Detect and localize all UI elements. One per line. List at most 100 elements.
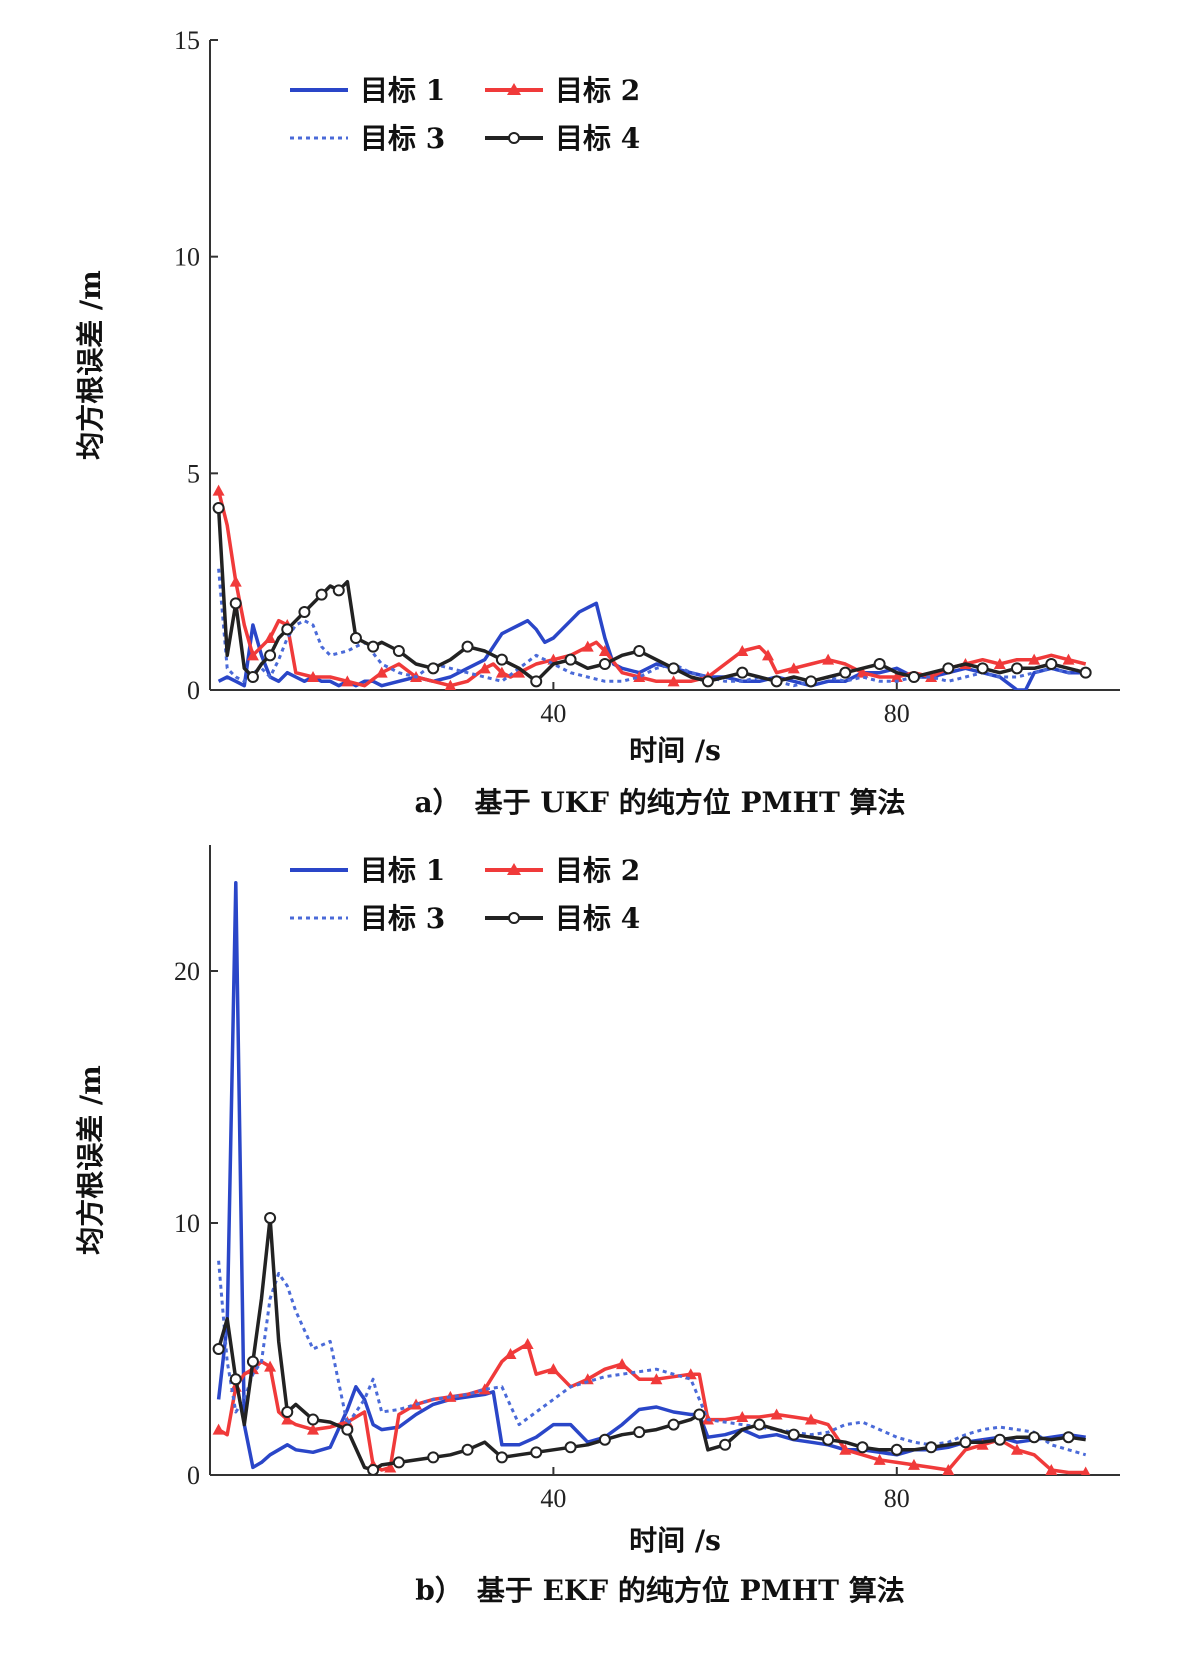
series-point-4: [212, 1343, 225, 1355]
series-point-2: [822, 653, 835, 665]
x-tick-label: 40: [540, 699, 566, 728]
legend-label-1: 目标 1: [360, 74, 445, 107]
series-point-4: [427, 1451, 440, 1464]
series-point-2: [384, 1461, 397, 1473]
series-point-4: [787, 1428, 800, 1441]
series-point-4: [341, 1423, 354, 1436]
series-point-2: [1062, 653, 1075, 665]
series-line-3: [217, 568, 1087, 688]
series-point-4: [804, 675, 817, 688]
series-point-4: [281, 1406, 294, 1418]
series-point-4: [873, 658, 886, 670]
series-point-2: [504, 1348, 517, 1360]
series-point-2: [736, 1411, 749, 1423]
series-point-2: [264, 632, 277, 643]
series-point-4: [264, 649, 277, 662]
series-point-2: [942, 1463, 955, 1475]
series-point-2: [787, 662, 800, 674]
series-point-2: [856, 666, 869, 678]
y-tick-label: 20: [174, 957, 200, 986]
chart-caption: a） 基于 UKF 的纯方位 PMHT 算法: [414, 786, 905, 819]
series-point-2: [762, 649, 775, 661]
series-point-2: [212, 484, 225, 496]
series-point-4: [367, 640, 380, 653]
series-point-4: [856, 1441, 869, 1454]
series-point-4: [212, 502, 225, 514]
legend-label-1: 目标 1: [360, 854, 445, 887]
series-point-2: [341, 675, 354, 687]
series-point-2: [650, 1373, 663, 1385]
series-point-4: [495, 653, 508, 666]
series-point-2: [1010, 1443, 1023, 1455]
series-point-4: [839, 666, 852, 679]
series-point-2: [667, 675, 680, 687]
series-point-4: [667, 1418, 680, 1431]
legend-label-3: 目标 3: [360, 122, 445, 155]
series-point-4: [392, 1456, 405, 1469]
series-point-4: [770, 675, 783, 688]
series-point-2: [873, 1453, 886, 1465]
series-point-2: [598, 645, 611, 656]
legend-label-3: 目标 3: [360, 902, 445, 935]
series-point-4: [307, 1413, 320, 1426]
series-line-1: [217, 601, 1086, 690]
series-point-4: [890, 1443, 903, 1456]
series-point-4: [264, 1211, 277, 1224]
series-point-2: [229, 575, 242, 587]
series-point-4: [907, 671, 920, 683]
series-point-4: [461, 1443, 474, 1456]
series-point-2: [495, 666, 508, 678]
series-point-2: [1045, 1463, 1058, 1475]
y-tick-label: 0: [187, 676, 200, 705]
series-point-4: [246, 671, 259, 683]
legend-label-4: 目标 4: [555, 122, 640, 155]
series-point-2: [890, 671, 903, 682]
series-point-4: [427, 662, 440, 675]
series-point-4: [925, 1441, 938, 1454]
legend-marker: [507, 83, 521, 95]
x-tick-label: 40: [540, 1484, 566, 1513]
series-point-2: [478, 662, 491, 674]
series-point-4: [976, 662, 989, 675]
series-point-2: [993, 658, 1006, 669]
series-point-4: [719, 1438, 732, 1451]
series-line-4: [216, 1216, 1086, 1472]
series-point-2: [976, 1438, 989, 1450]
series-point-4: [349, 632, 362, 644]
y-tick-label: 0: [187, 1461, 200, 1490]
series-point-4: [633, 645, 646, 657]
series-line-3: [217, 1260, 1087, 1457]
y-axis-label: 均方根误差 /m: [74, 1065, 107, 1255]
legend: 目标 1 目标 2 目标 3 目标 4: [290, 74, 640, 155]
series-point-2: [444, 679, 457, 690]
series-point-4: [667, 662, 680, 675]
series-point-2: [581, 640, 594, 652]
series-point-2: [547, 1363, 560, 1375]
series-point-4: [461, 640, 474, 653]
series-point-2: [839, 1443, 852, 1455]
series-point-4: [598, 1433, 611, 1446]
series-point-4: [1010, 662, 1023, 675]
series-point-4: [530, 1446, 543, 1459]
series-point-4: [332, 584, 345, 597]
legend-label-2: 目标 2: [555, 74, 640, 107]
series-point-2: [1081, 1466, 1091, 1475]
series-point-4: [942, 662, 955, 675]
series-point-4: [495, 1451, 508, 1464]
series-point-2: [281, 1413, 294, 1425]
y-tick-label: 10: [174, 243, 200, 272]
x-axis-label: 时间 /s: [629, 1524, 721, 1557]
series-point-2: [770, 1408, 783, 1420]
series-point-2: [521, 1337, 534, 1349]
series-point-4: [1062, 1431, 1075, 1444]
legend-marker: [507, 863, 521, 875]
chart-caption: b） 基于 EKF 的纯方位 PMHT 算法: [415, 1574, 904, 1607]
series-point-2: [307, 1423, 320, 1435]
series-point-4: [1045, 658, 1058, 670]
series-point-4: [281, 623, 294, 636]
series-point-2: [804, 1413, 817, 1425]
plot-area: [212, 484, 1092, 690]
series-point-4: [530, 675, 543, 688]
series-point-4: [315, 588, 328, 601]
